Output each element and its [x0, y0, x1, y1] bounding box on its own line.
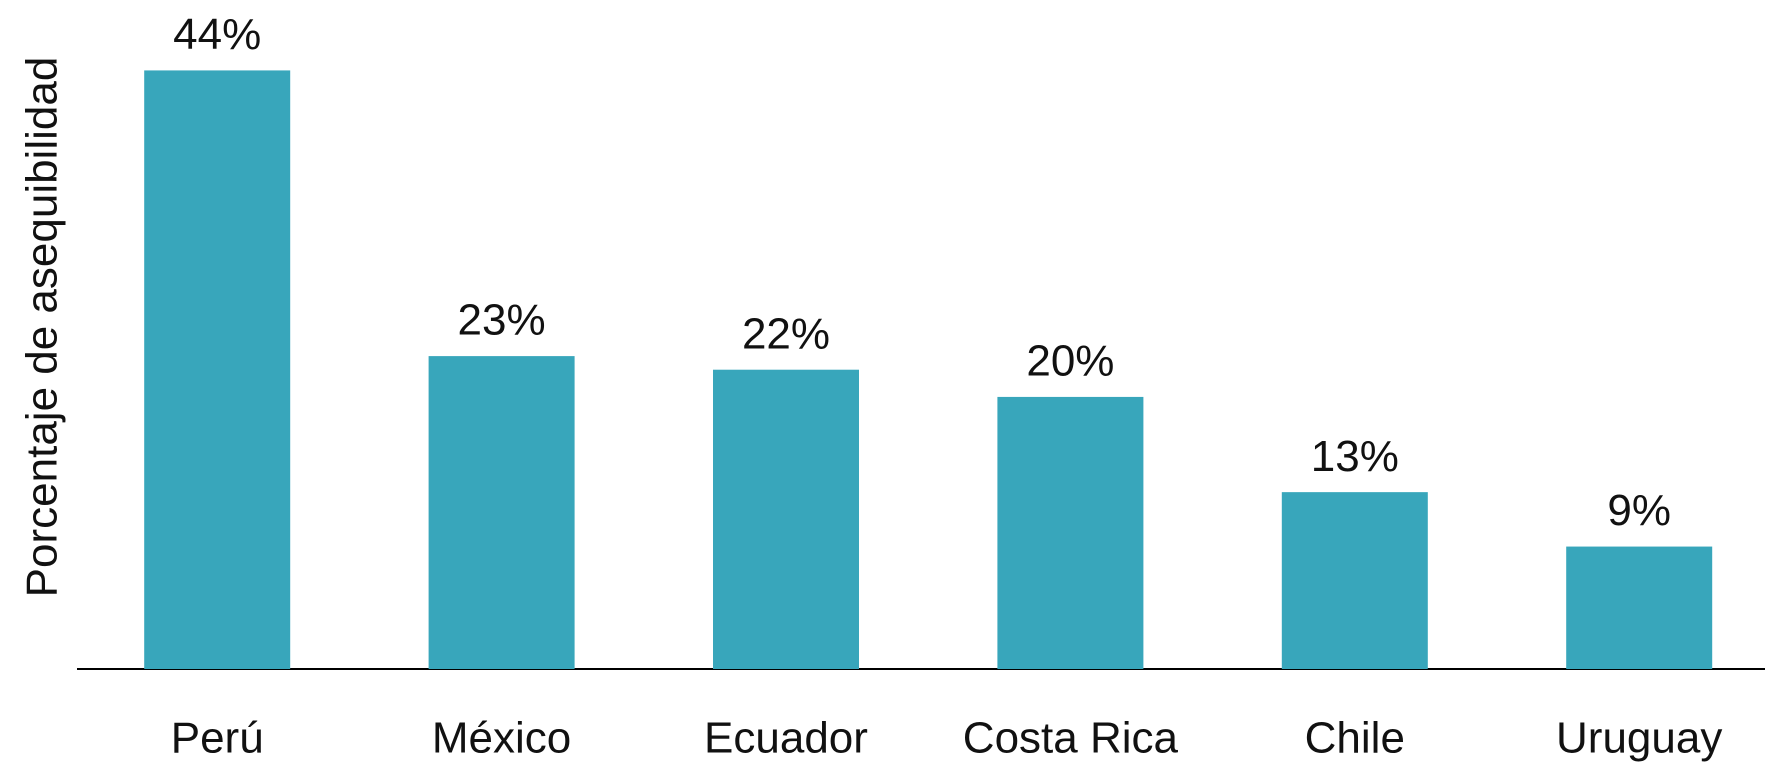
value-label: 9% [1607, 486, 1671, 535]
bar [997, 396, 1144, 669]
x-tick-label: Chile [1305, 714, 1405, 763]
value-label: 20% [1026, 337, 1114, 386]
bar [144, 70, 291, 669]
x-tick-label: Ecuador [704, 714, 868, 763]
bar [713, 369, 859, 669]
value-label: 44% [173, 10, 261, 59]
x-tick-label: Costa Rica [963, 714, 1179, 763]
bar [428, 356, 575, 669]
value-label: 23% [458, 296, 546, 345]
x-tick-label: México [432, 714, 571, 763]
y-axis-title: Porcentaje de asequibilidad [18, 57, 67, 598]
value-label: 13% [1311, 432, 1399, 481]
bar [1566, 546, 1713, 669]
x-tick-label: Uruguay [1556, 714, 1722, 763]
x-tick-label: Perú [171, 714, 264, 763]
bar [1281, 492, 1428, 669]
value-label: 22% [742, 309, 830, 358]
